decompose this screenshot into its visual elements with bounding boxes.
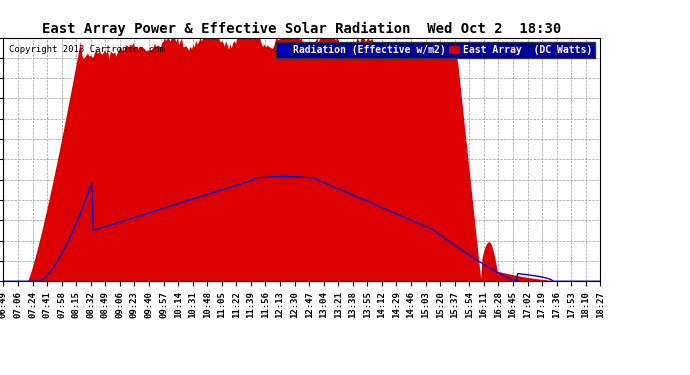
Legend: Radiation (Effective w/m2), East Array  (DC Watts): Radiation (Effective w/m2), East Array (… [275,42,595,58]
Title: East Array Power & Effective Solar Radiation  Wed Oct 2  18:30: East Array Power & Effective Solar Radia… [42,22,562,36]
Text: Copyright 2013 Cartronics.com: Copyright 2013 Cartronics.com [10,45,166,54]
